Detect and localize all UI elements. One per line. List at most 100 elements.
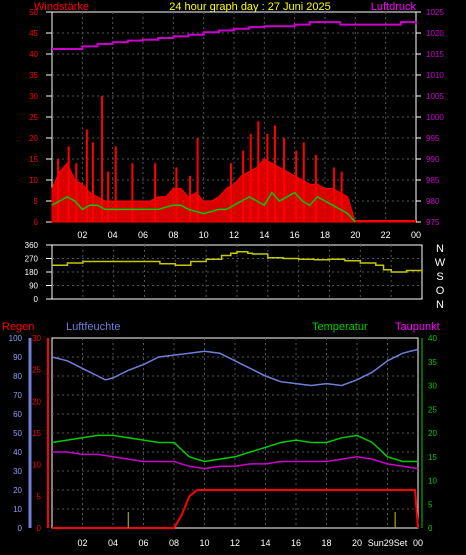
p1-x-tick: 00 bbox=[411, 230, 421, 240]
p1-x-tick: 02 bbox=[77, 230, 87, 240]
pressure-y-tick: 985 bbox=[426, 176, 440, 185]
wind-label: Windstärke bbox=[34, 1, 89, 13]
p3-x-tick: 08 bbox=[169, 538, 179, 548]
p1-x-tick: 12 bbox=[229, 230, 239, 240]
p1-x-tick: 08 bbox=[168, 230, 178, 240]
p1-x-tick: 20 bbox=[350, 230, 360, 240]
p3-x-tick: 04 bbox=[108, 538, 118, 548]
pressure-y-tick: 1020 bbox=[426, 29, 444, 38]
wind-y-tick: 10 bbox=[29, 176, 38, 185]
p3-x-tick: 00 bbox=[413, 538, 423, 548]
direction-y-tick: 0 bbox=[34, 295, 39, 304]
pressure-label: Luftdruck bbox=[371, 1, 417, 13]
wind-y-tick: 20 bbox=[29, 134, 38, 143]
p3-x-tick: 10 bbox=[199, 538, 209, 548]
humidity-y-tick: 0 bbox=[18, 524, 23, 533]
direction-y-tick: 270 bbox=[25, 255, 39, 264]
temperature-y-tick: 40 bbox=[428, 334, 437, 343]
rain-y-tick: 0 bbox=[37, 524, 42, 533]
p3-x-tick: 20 bbox=[352, 538, 362, 548]
temperature-y-tick: 0 bbox=[428, 524, 433, 533]
rain-line bbox=[52, 489, 419, 529]
wind-y-tick: 45 bbox=[29, 29, 38, 38]
wind-y-tick: 25 bbox=[29, 113, 38, 122]
rain-y-tick: 15 bbox=[32, 429, 41, 438]
humidity-y-tick: 60 bbox=[13, 410, 22, 419]
humidity-y-tick: 50 bbox=[13, 429, 22, 438]
humidity-y-tick: 90 bbox=[13, 353, 22, 362]
humidity-y-tick: 80 bbox=[13, 372, 22, 381]
direction-compass-label: W bbox=[435, 257, 446, 269]
pressure-y-tick: 980 bbox=[426, 197, 440, 206]
pressure-line bbox=[52, 21, 417, 50]
p3-x-tick: 12 bbox=[230, 538, 240, 548]
pressure-y-tick: 1010 bbox=[426, 71, 444, 80]
chart-title: 24 hour graph day : 27 Juni 2025 bbox=[169, 1, 330, 13]
humidity-line bbox=[51, 348, 419, 387]
p1-x-tick: 22 bbox=[381, 230, 391, 240]
wind-y-tick: 15 bbox=[29, 155, 38, 164]
direction-compass-label: S bbox=[436, 271, 443, 283]
humidity-y-tick: 70 bbox=[13, 391, 22, 400]
p1-x-tick: 18 bbox=[320, 230, 330, 240]
p1-x-tick: 16 bbox=[290, 230, 300, 240]
humidity-temp-panel: 0102030405060708090100051015202530051015… bbox=[9, 334, 438, 548]
temperature-y-tick: 35 bbox=[428, 358, 437, 367]
direction-y-tick: 360 bbox=[25, 241, 39, 250]
temperature-line bbox=[51, 434, 418, 463]
humidity-label: Luftfeuchte bbox=[66, 321, 120, 333]
p3-x-tick: 06 bbox=[138, 538, 148, 548]
wind-y-tick: 50 bbox=[29, 8, 38, 17]
pressure-y-tick: 1005 bbox=[426, 92, 444, 101]
pressure-y-tick: 995 bbox=[426, 134, 440, 143]
rain-y-tick: 10 bbox=[32, 461, 41, 470]
rain-label: Regen bbox=[2, 321, 34, 333]
p1-x-tick: 06 bbox=[138, 230, 148, 240]
temperature-y-tick: 15 bbox=[428, 453, 437, 462]
p3-x-tick: Sun29Set bbox=[368, 538, 408, 548]
humidity-y-tick: 10 bbox=[13, 505, 22, 514]
wind-direction-line bbox=[52, 251, 423, 273]
wind-y-tick: 5 bbox=[34, 197, 39, 206]
rain-y-tick: 25 bbox=[32, 366, 41, 375]
direction-y-tick: 180 bbox=[25, 268, 39, 277]
p3-x-tick: 02 bbox=[77, 538, 87, 548]
pressure-y-tick: 975 bbox=[426, 218, 440, 227]
wind-average-line bbox=[51, 191, 356, 223]
temperature-y-tick: 25 bbox=[428, 405, 437, 414]
temperature-label: Temperatur bbox=[312, 321, 368, 333]
direction-y-tick: 90 bbox=[29, 282, 38, 291]
temperature-y-tick: 10 bbox=[428, 477, 437, 486]
p3-x-tick: 14 bbox=[260, 538, 270, 548]
pressure-y-tick: 1000 bbox=[426, 113, 444, 122]
temperature-y-tick: 20 bbox=[428, 429, 437, 438]
pressure-y-tick: 1015 bbox=[426, 50, 444, 59]
direction-compass-label: N bbox=[436, 299, 444, 311]
p1-x-tick: 04 bbox=[108, 230, 118, 240]
p3-x-tick: 18 bbox=[321, 538, 331, 548]
humidity-y-tick: 20 bbox=[13, 486, 22, 495]
p1-x-tick: 14 bbox=[259, 230, 269, 240]
rain-y-tick: 30 bbox=[32, 334, 41, 343]
humidity-y-tick: 100 bbox=[9, 334, 23, 343]
pressure-y-tick: 1025 bbox=[426, 8, 444, 17]
temperature-y-tick: 5 bbox=[428, 500, 433, 509]
temperature-y-tick: 30 bbox=[428, 382, 437, 391]
humidity-y-tick: 30 bbox=[13, 467, 22, 476]
rain-y-tick: 5 bbox=[37, 492, 42, 501]
dewpoint-line bbox=[52, 451, 419, 470]
direction-compass-label: N bbox=[436, 243, 444, 255]
rain-y-tick: 20 bbox=[32, 397, 41, 406]
p1-x-tick: 10 bbox=[199, 230, 209, 240]
p3-x-tick: 16 bbox=[291, 538, 301, 548]
wind-y-tick: 35 bbox=[29, 71, 38, 80]
wind-y-tick: 40 bbox=[29, 50, 38, 59]
humidity-y-tick: 40 bbox=[13, 448, 22, 457]
pressure-y-tick: 990 bbox=[426, 155, 440, 164]
wind-y-tick: 0 bbox=[34, 218, 39, 227]
wind-pressure-panel: 0510152025303540455097598098599099510001… bbox=[29, 8, 444, 240]
dewpoint-label: Taupunkt bbox=[395, 321, 440, 333]
wind-y-tick: 30 bbox=[29, 92, 38, 101]
